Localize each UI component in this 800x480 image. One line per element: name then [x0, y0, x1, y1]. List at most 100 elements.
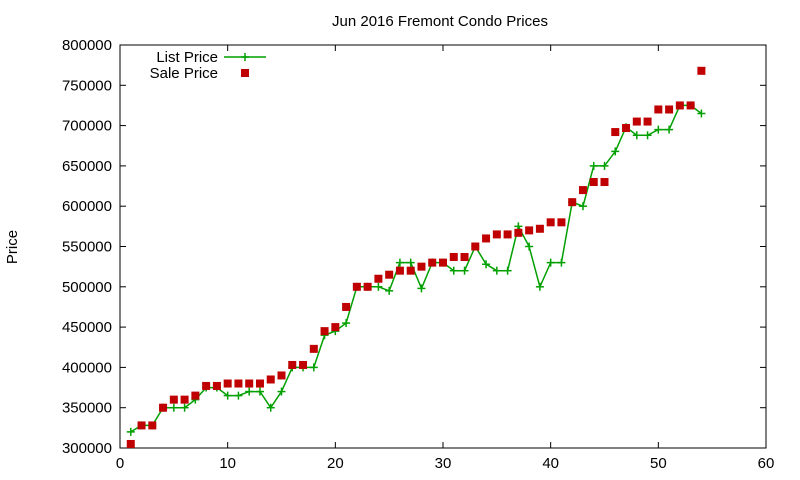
list-price-point	[234, 391, 243, 400]
list-price-point	[525, 242, 534, 251]
y-tick-label: 300000	[62, 440, 112, 457]
y-tick-label: 550000	[62, 239, 112, 256]
sale-price-point	[686, 101, 695, 110]
sale-price-point	[578, 186, 587, 195]
sale-price-point	[417, 262, 426, 271]
list-price-point	[255, 387, 264, 396]
sale-price-point	[428, 258, 437, 267]
sale-price-point	[277, 371, 286, 380]
sale-price-point	[600, 178, 609, 187]
sale-price-point	[395, 266, 404, 275]
list-price-point	[665, 125, 674, 134]
x-tick-label: 60	[758, 455, 775, 472]
list-price-point	[385, 286, 394, 295]
list-price-point	[417, 284, 426, 293]
list-price-point	[632, 131, 641, 140]
chart-title: Jun 2016 Fremont Condo Prices	[332, 13, 548, 30]
list-price-point	[245, 387, 254, 396]
legend-label: Sale Price	[150, 65, 218, 82]
y-tick-label: 750000	[62, 77, 112, 94]
sale-price-point	[202, 381, 211, 390]
y-tick-label: 450000	[62, 319, 112, 336]
sale-price-point	[169, 395, 178, 404]
sale-price-point	[234, 379, 243, 388]
sale-price-point	[643, 117, 652, 126]
sale-price-point	[126, 439, 135, 448]
list-price-point	[126, 427, 135, 436]
sale-price-point	[245, 379, 254, 388]
list-price-point	[460, 266, 469, 275]
list-price-point	[557, 258, 566, 267]
sale-price-point	[266, 375, 275, 384]
list-price-point	[492, 266, 501, 275]
y-tick-label: 350000	[62, 400, 112, 417]
list-price-point	[395, 258, 404, 267]
sale-price-point	[439, 258, 447, 267]
sale-price-point	[137, 421, 146, 430]
sale-price-point	[492, 230, 501, 239]
sale-price-point	[255, 379, 264, 388]
list-price-point	[482, 260, 491, 269]
sale-price-point	[482, 234, 491, 243]
list-price-point	[600, 161, 609, 170]
y-tick-label: 400000	[62, 359, 112, 376]
list-price-point	[277, 387, 286, 396]
sale-price-point	[525, 226, 534, 235]
list-price-point	[503, 266, 512, 275]
sale-price-point	[471, 242, 480, 251]
list-price-point	[309, 363, 318, 372]
y-tick-label: 500000	[62, 279, 112, 296]
y-tick-label: 700000	[62, 118, 112, 135]
x-tick-label: 10	[219, 455, 236, 472]
sale-price-point	[611, 128, 620, 137]
sale-price-point	[363, 282, 372, 291]
y-tick-label: 800000	[62, 37, 112, 54]
plot-area: 0 10 20 30 40 50 60 300000 350000 400000 450000 500…	[62, 37, 774, 472]
legend-marker-sale-price	[241, 69, 249, 77]
sale-price-point	[331, 323, 340, 332]
sale-price-point	[342, 302, 351, 311]
sale-price-point	[148, 421, 157, 430]
x-tick-label: 0	[116, 455, 124, 472]
list-price-point	[697, 109, 706, 118]
x-tick-label: 50	[650, 455, 667, 472]
sale-price-point	[309, 344, 318, 353]
sale-price-point	[665, 105, 674, 114]
x-tick-label: 40	[542, 455, 559, 472]
sale-price-point	[374, 274, 383, 283]
sale-price-point	[299, 360, 308, 369]
list-price-point	[266, 403, 275, 412]
list-price-point	[169, 403, 178, 412]
list-price-point	[342, 319, 351, 328]
sale-price-point	[557, 218, 566, 227]
y-tick-label: 650000	[62, 158, 112, 175]
list-price-point	[589, 161, 598, 170]
y-axis-label: Price	[4, 230, 21, 264]
sale-price-point	[675, 101, 684, 110]
list-price-point	[578, 202, 587, 211]
list-price-point	[180, 403, 189, 412]
y-tick-label: 600000	[62, 198, 112, 215]
sale-price-point	[449, 252, 458, 261]
sale-price-point	[503, 230, 512, 239]
sale-price-point	[568, 198, 577, 207]
list-price-point	[643, 131, 652, 140]
sale-price-point	[212, 381, 221, 390]
sale-price-point	[535, 224, 544, 233]
sale-price-point	[320, 327, 329, 336]
list-price-point	[449, 266, 458, 275]
list-price-point	[654, 125, 663, 134]
list-price-point	[535, 282, 544, 291]
list-price-point	[374, 282, 383, 291]
x-tick-label: 30	[435, 455, 452, 472]
sale-price-point	[632, 117, 641, 126]
sale-price-point	[546, 218, 555, 227]
sale-price-point	[406, 266, 415, 275]
sale-price-point	[223, 379, 232, 388]
sale-price-point	[180, 395, 189, 404]
list-price-point	[611, 147, 620, 156]
list-price-point	[406, 258, 415, 267]
sale-price-point	[460, 252, 469, 261]
sale-price-point	[288, 360, 297, 369]
